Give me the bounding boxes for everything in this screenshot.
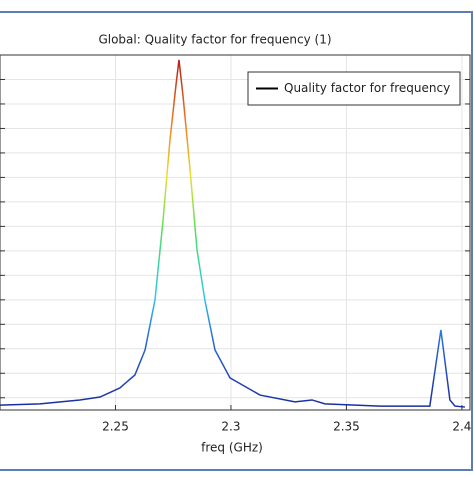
x-tick-label: 2.35 <box>333 420 360 434</box>
x-tick-label: 2.3 <box>221 420 240 434</box>
data-line <box>0 59 465 408</box>
plot-area <box>0 54 471 411</box>
legend-box <box>247 71 461 106</box>
chart-title: Global: Quality factor for frequency (1) <box>98 33 331 47</box>
x-tick-label: 2.4 <box>452 420 471 434</box>
plot-border <box>0 54 471 411</box>
frame <box>0 11 473 471</box>
x-axis-label: freq (GHz) <box>201 441 263 455</box>
x-tick-label: 2.25 <box>102 420 129 434</box>
legend-label: Quality factor for frequency <box>284 81 450 95</box>
